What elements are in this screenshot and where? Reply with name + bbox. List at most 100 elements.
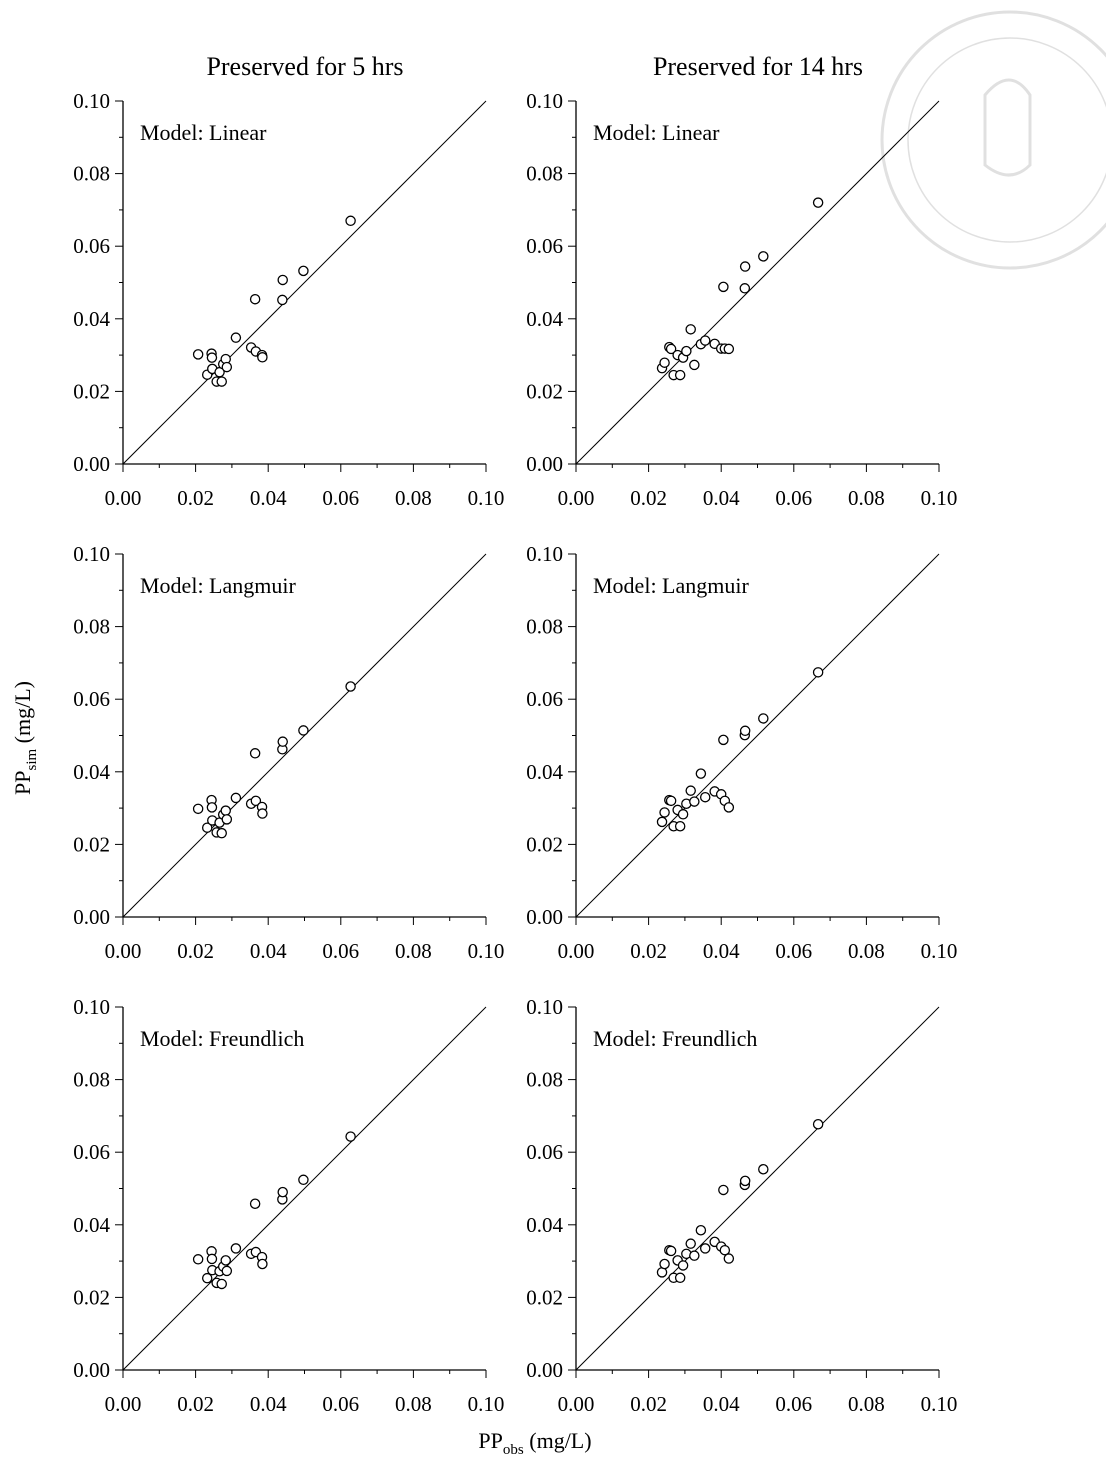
x-tick-label: 0.00 [105, 1392, 142, 1416]
data-point [230, 792, 242, 804]
y-tick-label: 0.02 [526, 379, 563, 403]
y-tick-label: 0.00 [73, 905, 110, 929]
data-point [277, 1186, 288, 1198]
panel-title: Model: Freundlich [593, 1026, 757, 1051]
x-tick-label: 0.08 [395, 486, 432, 510]
data-point [665, 1245, 677, 1257]
data-point [220, 1255, 231, 1266]
x-tick-label: 0.06 [322, 1392, 359, 1416]
y-tick-label: 0.00 [526, 452, 563, 476]
x-tick-label: 0.08 [848, 486, 885, 510]
data-point [699, 791, 711, 803]
data-point [298, 1174, 309, 1186]
y-tick-label: 0.04 [73, 1213, 110, 1237]
data-point [739, 1175, 751, 1187]
data-point [812, 667, 824, 678]
panel-title: Model: Linear [140, 120, 267, 145]
panels: 0.00 0.02 0.04 0.06 0.08 0.10 0.00 0.02 0.04 0.06… [73, 89, 957, 1416]
data-point [201, 1272, 213, 1284]
x-tick-label: 0.04 [703, 486, 740, 510]
y-tick-label: 0.02 [526, 1285, 563, 1309]
chart-panel-6: 0.00 0.02 0.04 0.06 0.08 0.10 0.00 0.02 0.04 0.06… [526, 995, 957, 1416]
data-point [659, 807, 670, 818]
data-point [249, 748, 261, 759]
y-tick-label: 0.08 [73, 1068, 110, 1092]
data-point [277, 274, 288, 286]
y-tick-label: 0.04 [73, 307, 110, 331]
x-tick-label: 0.02 [177, 939, 214, 963]
y-tick-label: 0.04 [526, 1213, 563, 1237]
data-point [249, 1198, 261, 1209]
y-tick-label: 0.06 [526, 687, 563, 711]
data-point [689, 359, 700, 371]
y-tick-label: 0.08 [526, 1068, 563, 1092]
data-point [230, 332, 242, 343]
y-tick-label: 0.10 [526, 89, 563, 113]
x-tick-label: 0.02 [177, 1392, 214, 1416]
data-point [216, 1278, 227, 1290]
data-point [812, 1118, 824, 1130]
y-axis-label: PPsim (mg/L) [10, 681, 40, 795]
y-tick-label: 0.00 [73, 452, 110, 476]
data-point [206, 352, 218, 363]
y-tick-label: 0.06 [526, 1140, 563, 1164]
x-tick-label: 0.02 [177, 486, 214, 510]
x-tick-label: 0.10 [468, 486, 505, 510]
data-point [192, 349, 204, 360]
reference-line [575, 553, 940, 918]
data-point [257, 808, 268, 819]
column-title-5hrs: Preserved for 5 hrs [206, 52, 403, 81]
data-point [723, 802, 735, 813]
data-point [689, 1250, 700, 1261]
data-point [758, 251, 769, 262]
y-tick-label: 0.10 [73, 89, 110, 113]
data-point [674, 821, 686, 832]
chart-panel-5: 0.00 0.02 0.04 0.06 0.08 0.10 0.00 0.02 0.04 0.06… [73, 995, 504, 1416]
x-tick-label: 0.10 [921, 486, 958, 510]
watermark-seal [880, 10, 1106, 270]
x-tick-label: 0.00 [105, 939, 142, 963]
x-axis-label-unit: (mg/L) [524, 1428, 592, 1453]
data-point [718, 734, 729, 746]
y-axis-label-unit: (mg/L) [10, 681, 35, 749]
data-point [257, 352, 268, 363]
data-point [206, 1253, 218, 1265]
y-tick-label: 0.04 [526, 307, 563, 331]
y-tick-label: 0.02 [73, 379, 110, 403]
y-axis-label-main: PP [10, 771, 35, 795]
x-tick-label: 0.02 [630, 1392, 667, 1416]
data-point [221, 361, 233, 373]
reference-line [122, 1006, 487, 1371]
data-point [345, 215, 356, 227]
data-point [345, 681, 356, 692]
data-point [674, 369, 686, 381]
y-tick-label: 0.10 [73, 542, 110, 566]
data-point [345, 1131, 356, 1142]
x-tick-label: 0.00 [105, 486, 142, 510]
x-tick-label: 0.06 [322, 486, 359, 510]
y-tick-label: 0.08 [73, 162, 110, 186]
data-point [249, 293, 261, 305]
y-tick-label: 0.10 [73, 995, 110, 1019]
x-tick-label: 0.06 [775, 486, 812, 510]
data-point [659, 357, 670, 368]
x-tick-label: 0.00 [558, 939, 595, 963]
y-tick-label: 0.00 [526, 1358, 563, 1382]
data-point [718, 1184, 729, 1196]
panel-title: Model: Langmuir [140, 573, 296, 598]
y-tick-label: 0.02 [526, 832, 563, 856]
data-point [192, 1254, 204, 1265]
x-axis-label-sub: obs [503, 1442, 524, 1458]
data-point [681, 345, 692, 357]
data-point [739, 283, 751, 294]
data-point [665, 795, 677, 807]
x-tick-label: 0.02 [630, 939, 667, 963]
data-point [298, 725, 309, 736]
data-point [718, 281, 729, 293]
data-point [685, 324, 696, 335]
data-point [699, 335, 711, 346]
data-point [719, 1244, 731, 1256]
panel-title: Model: Linear [593, 120, 720, 145]
x-tick-label: 0.02 [630, 486, 667, 510]
data-point [758, 1164, 769, 1175]
